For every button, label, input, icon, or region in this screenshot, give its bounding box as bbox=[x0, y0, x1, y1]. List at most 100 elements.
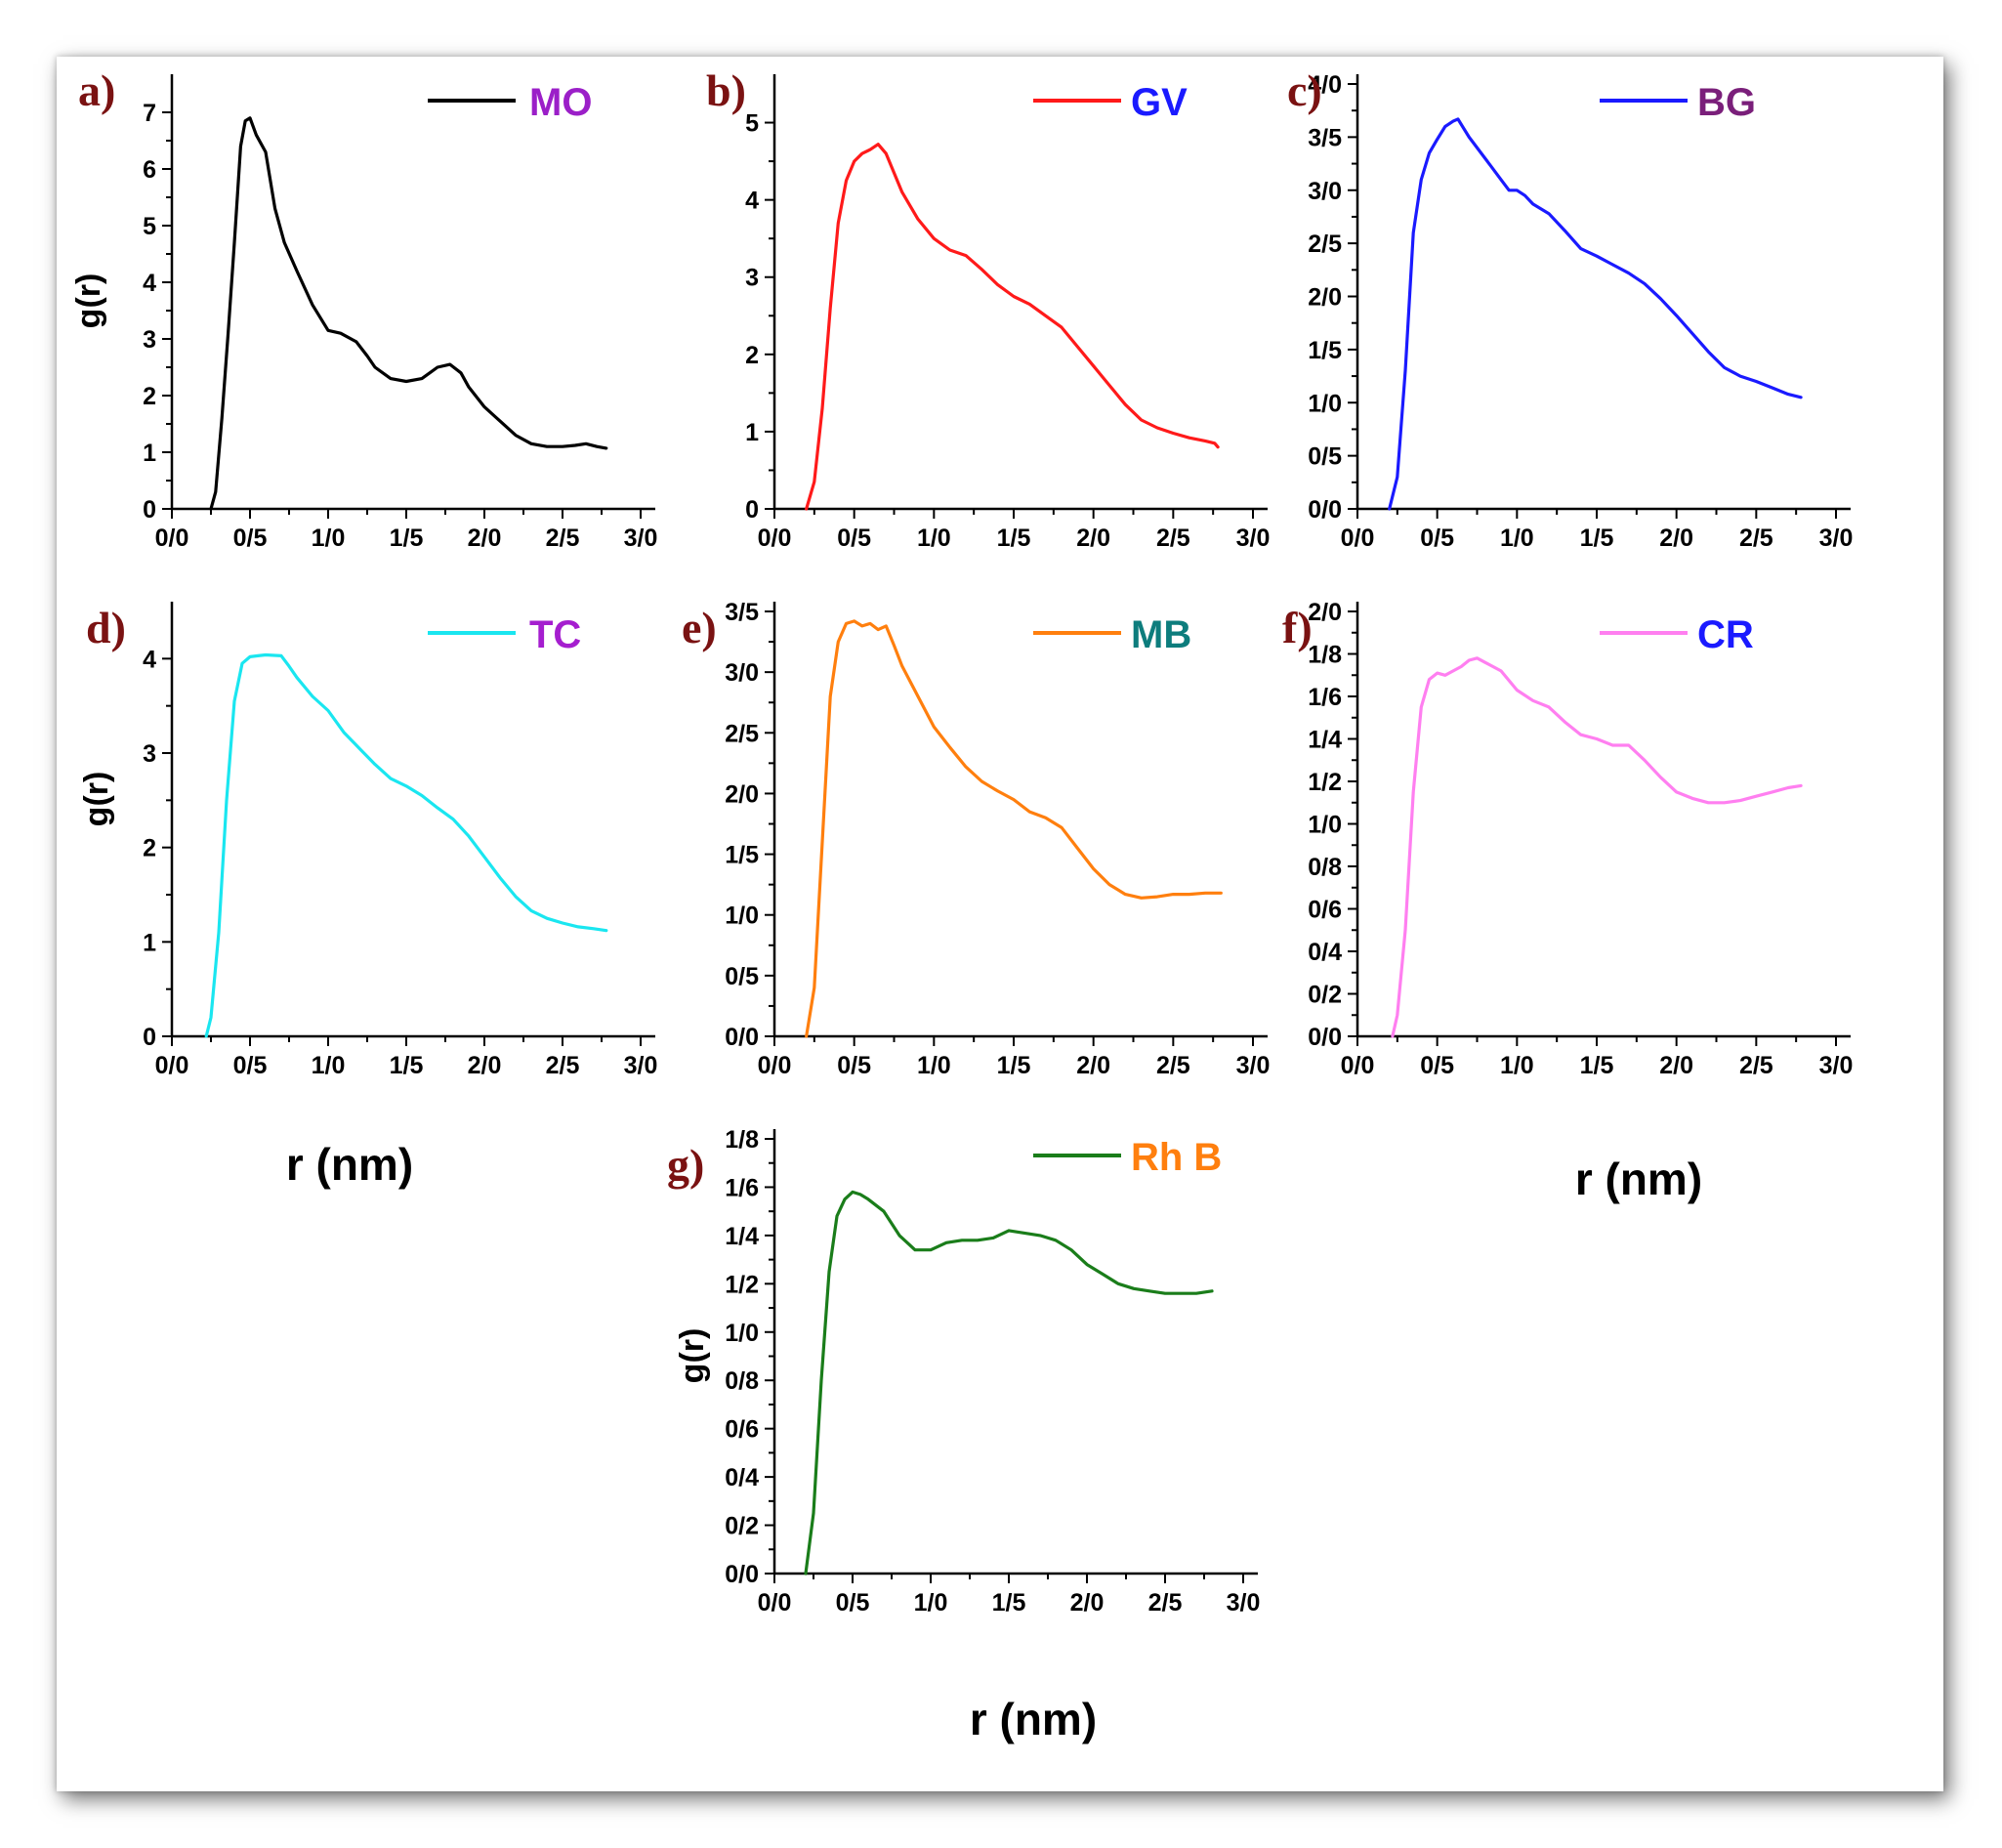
y-tick-label: 2 bbox=[745, 342, 759, 369]
y-tick-label: 1/4 bbox=[1308, 727, 1342, 754]
y-tick-label: 0/0 bbox=[725, 1024, 759, 1051]
x-tick-label: 2/0 bbox=[1070, 1589, 1105, 1617]
y-tick-label: 1/6 bbox=[1308, 684, 1342, 711]
y-tick-label: 0 bbox=[745, 496, 759, 524]
series-line-d bbox=[204, 652, 608, 1038]
y-tick-label: 1/0 bbox=[1308, 812, 1342, 839]
series-line-g bbox=[804, 1190, 1214, 1575]
y-tick-label: 1 bbox=[143, 929, 156, 956]
y-tick-label: 0 bbox=[143, 496, 156, 524]
panel-letter: d) bbox=[86, 603, 126, 652]
x-tick-label: 2/5 bbox=[1156, 525, 1190, 552]
y-tick-label: 0/0 bbox=[1308, 496, 1342, 524]
panel-letter: a) bbox=[78, 65, 115, 115]
x-tick-label: 1/5 bbox=[390, 1052, 424, 1079]
x-tick-label: 1/5 bbox=[997, 525, 1031, 552]
legend-label: Rh B bbox=[1131, 1136, 1222, 1179]
x-tick-label: 2/0 bbox=[468, 525, 502, 552]
y-tick-label: 1/8 bbox=[1308, 642, 1342, 669]
y-axis-title: g(r) bbox=[70, 273, 107, 329]
x-tick-label: 1/5 bbox=[1580, 1052, 1614, 1079]
y-tick-label: 2/0 bbox=[1308, 599, 1342, 626]
y-tick-label: 7 bbox=[143, 100, 156, 127]
y-tick-label: 1/8 bbox=[725, 1126, 759, 1154]
y-tick-label: 0/6 bbox=[725, 1416, 759, 1444]
y-tick-label: 3 bbox=[143, 326, 156, 354]
panel-c: 0/0 0/5 1/0 1/5 2/0 2/5 3/0 0/0 0/5 1/0 1/5 2/0 2/5 3… bbox=[1287, 65, 1853, 552]
panel-a: 0/0 0/5 1/0 1/5 2/0 2/5 3/0 0 1 2 3 4 5 6 7 MO a) g(r) bbox=[70, 65, 657, 552]
y-tick-label: 0/4 bbox=[725, 1464, 759, 1491]
legend-label: MB bbox=[1131, 613, 1191, 656]
x-axis-title: r (nm) bbox=[1575, 1154, 1702, 1204]
y-tick-label: 0/2 bbox=[1308, 982, 1342, 1009]
y-tick-label: 0/2 bbox=[725, 1513, 759, 1540]
x-tick-label: 1/0 bbox=[917, 525, 951, 552]
y-tick-label: 1/2 bbox=[725, 1271, 759, 1298]
y-axis-title: g(r) bbox=[674, 1328, 711, 1384]
x-tick-label: 0/5 bbox=[1420, 525, 1454, 552]
y-tick-label: 3/5 bbox=[1308, 124, 1342, 151]
y-tick-label: 1/0 bbox=[725, 903, 759, 930]
x-tick-label: 1/0 bbox=[917, 1052, 951, 1079]
panel-letter: c) bbox=[1287, 65, 1322, 115]
x-tick-label: 0/5 bbox=[837, 525, 871, 552]
x-tick-label: 1/5 bbox=[390, 525, 424, 552]
y-tick-label: 0/4 bbox=[1308, 939, 1342, 966]
y-tick-label: 2 bbox=[143, 835, 156, 862]
x-tick-label: 1/0 bbox=[914, 1589, 948, 1617]
y-tick-label: 1/0 bbox=[1308, 390, 1342, 417]
y-tick-label: 2/5 bbox=[1308, 231, 1342, 258]
x-tick-label: 2/0 bbox=[1659, 1052, 1693, 1079]
legend-label: TC bbox=[529, 613, 581, 656]
panel-letter: b) bbox=[706, 65, 746, 115]
x-tick-label: 3/0 bbox=[1236, 1052, 1271, 1079]
x-tick-label: 0/0 bbox=[758, 1589, 792, 1617]
y-tick-label: 3/5 bbox=[725, 599, 759, 626]
x-tick-label: 2/0 bbox=[1659, 525, 1693, 552]
y-tick-label: 2/0 bbox=[1308, 284, 1342, 312]
panel-g: 0/0 0/5 1/0 1/5 2/0 2/5 3/0 0/0 0/2 0/4 0/6 0/8 1/0 1… bbox=[667, 1126, 1260, 1744]
x-tick-label: 2/5 bbox=[546, 1052, 580, 1079]
x-tick-label: 1/5 bbox=[992, 1589, 1026, 1617]
y-tick-label: 5 bbox=[745, 110, 759, 138]
y-tick-label: 1/0 bbox=[725, 1320, 759, 1347]
y-tick-label: 0 bbox=[143, 1024, 156, 1051]
x-tick-label: 1/0 bbox=[312, 525, 346, 552]
panel-b: 0/0 0/5 1/0 1/5 2/0 2/5 3/0 0 1 2 3 4 5 GV b) bbox=[706, 65, 1270, 552]
x-tick-label: 2/0 bbox=[1076, 1052, 1110, 1079]
y-tick-label: 1/4 bbox=[725, 1223, 759, 1250]
panel-f: 0/0 0/5 1/0 1/5 2/0 2/5 3/0 0/0 0/2 0/4 0/6 0/8 1/0 1… bbox=[1282, 599, 1853, 1204]
x-tick-label: 0/0 bbox=[1341, 525, 1375, 552]
x-tick-label: 3/0 bbox=[1819, 1052, 1854, 1079]
y-tick-label: 0/6 bbox=[1308, 897, 1342, 924]
legend-label: GV bbox=[1131, 81, 1188, 124]
series-line-c bbox=[1388, 117, 1803, 511]
panel-letter: g) bbox=[667, 1140, 704, 1190]
x-tick-label: 0/0 bbox=[758, 1052, 792, 1079]
x-tick-label: 1/0 bbox=[312, 1052, 346, 1079]
y-axis-title: g(r) bbox=[78, 772, 115, 827]
x-tick-label: 3/0 bbox=[624, 525, 658, 552]
x-tick-label: 2/5 bbox=[1148, 1589, 1183, 1617]
series-line-a bbox=[209, 116, 608, 511]
series-line-e bbox=[805, 619, 1223, 1038]
figure-frame: 0/0 0/5 1/0 1/5 2/0 2/5 3/0 0 1 2 3 4 5 6 7 MO a) g(r) 0/0… bbox=[57, 57, 1943, 1791]
x-tick-label: 2/5 bbox=[546, 525, 580, 552]
panel-letter: f) bbox=[1282, 603, 1313, 652]
y-tick-label: 3 bbox=[745, 265, 759, 292]
x-tick-label: 0/5 bbox=[837, 1052, 871, 1079]
panel-d: 0/0 0/5 1/0 1/5 2/0 2/5 3/0 0 1 2 3 4 TC d) g(r) r (nm) bbox=[78, 602, 657, 1190]
x-tick-label: 0/0 bbox=[155, 525, 189, 552]
x-tick-label: 2/5 bbox=[1739, 525, 1773, 552]
y-tick-label: 4/0 bbox=[1308, 71, 1342, 99]
x-tick-label: 0/0 bbox=[155, 1052, 189, 1079]
y-tick-label: 0/5 bbox=[1308, 443, 1342, 471]
legend-label: CR bbox=[1697, 613, 1754, 656]
y-tick-label: 2/5 bbox=[725, 720, 759, 747]
x-tick-label: 1/5 bbox=[1580, 525, 1614, 552]
y-tick-label: 0/8 bbox=[1308, 854, 1342, 881]
y-tick-label: 5 bbox=[143, 213, 156, 240]
series-line-f bbox=[1391, 656, 1803, 1038]
x-tick-label: 3/0 bbox=[1819, 525, 1854, 552]
